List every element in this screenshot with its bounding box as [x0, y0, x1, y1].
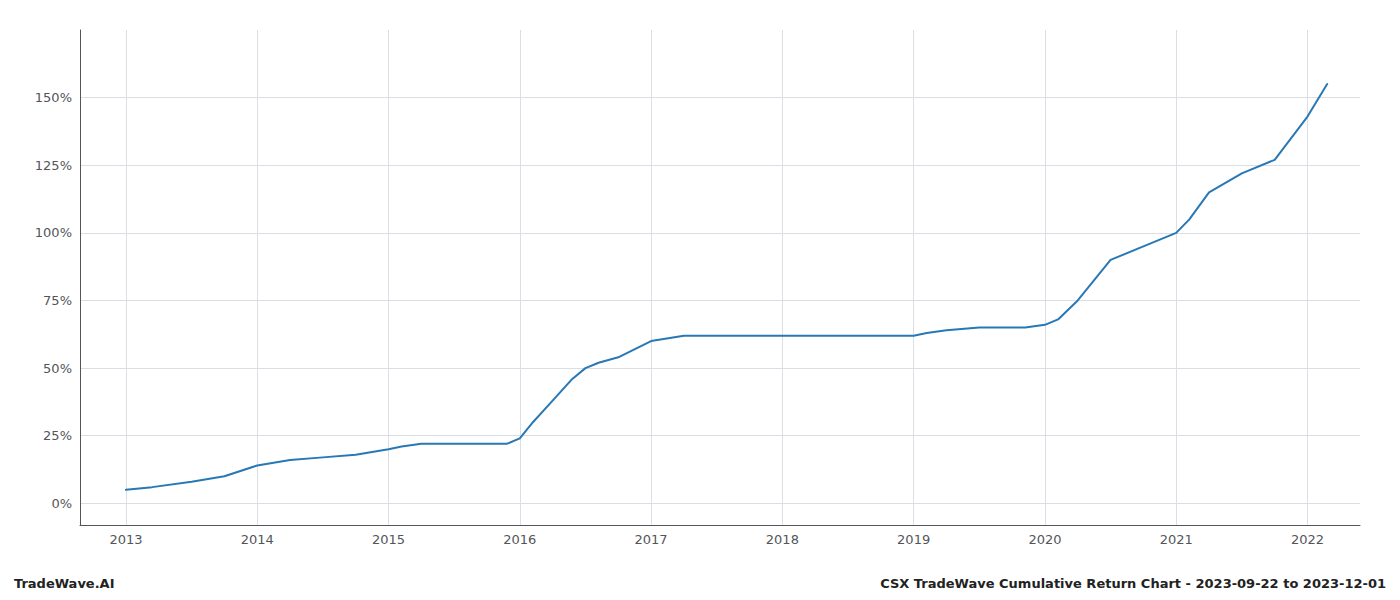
- svg-text:75%: 75%: [43, 293, 72, 308]
- svg-text:50%: 50%: [43, 361, 72, 376]
- svg-text:2018: 2018: [766, 532, 799, 547]
- svg-text:125%: 125%: [35, 158, 72, 173]
- svg-text:150%: 150%: [35, 90, 72, 105]
- svg-text:2013: 2013: [109, 532, 142, 547]
- svg-text:2022: 2022: [1291, 532, 1324, 547]
- svg-text:0%: 0%: [51, 496, 72, 511]
- svg-text:2015: 2015: [372, 532, 405, 547]
- svg-text:2014: 2014: [241, 532, 274, 547]
- svg-text:2016: 2016: [503, 532, 536, 547]
- svg-text:100%: 100%: [35, 225, 72, 240]
- svg-text:CSX TradeWave Cumulative Retur: CSX TradeWave Cumulative Return Chart - …: [880, 576, 1386, 591]
- svg-text:2021: 2021: [1160, 532, 1193, 547]
- svg-text:TradeWave.AI: TradeWave.AI: [14, 576, 115, 591]
- svg-text:2017: 2017: [635, 532, 668, 547]
- svg-text:2020: 2020: [1028, 532, 1061, 547]
- svg-text:25%: 25%: [43, 428, 72, 443]
- svg-text:2019: 2019: [897, 532, 930, 547]
